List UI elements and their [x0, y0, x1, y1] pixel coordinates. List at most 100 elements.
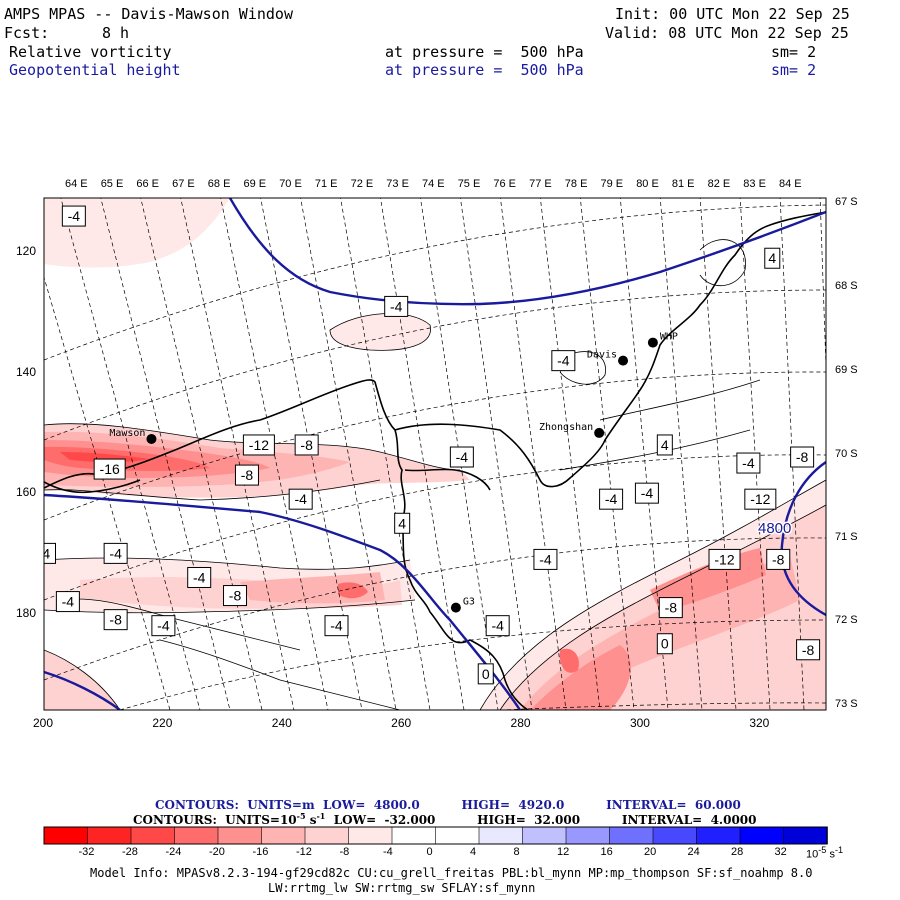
latitude-label: 69 S	[835, 364, 858, 376]
field-1-level: at pressure = 500 hPa	[385, 43, 584, 61]
latitude-label: 71 S	[835, 531, 858, 543]
svg-text:-4: -4	[62, 594, 75, 610]
x-tick-label: 260	[391, 716, 412, 730]
colorbar-swatch	[304, 826, 350, 845]
forecast-label: Fcst:	[4, 24, 50, 42]
x-tick-label: 300	[629, 716, 650, 730]
colorbar-swatch	[739, 826, 785, 845]
station-marker	[647, 337, 658, 348]
colorbar-swatch	[609, 826, 654, 845]
vorticity-contour-label: -4	[449, 446, 474, 468]
longitude-label: 80 E	[636, 178, 659, 190]
vorticity-contour-label: -4	[533, 548, 558, 570]
longitude-label: 72 E	[350, 178, 374, 190]
colorbar-tick-label: 12	[557, 846, 570, 858]
colorbar-tick-label: -12	[296, 846, 312, 858]
colorbar-tick-label: 8	[513, 846, 520, 858]
vorticity-contour-label: -4	[61, 205, 86, 227]
longitude-label: 66 E	[136, 178, 160, 190]
plot-title: AMPS MPAS -- Davis-Mawson Window	[4, 5, 293, 23]
latitude-label: 70 S	[835, 448, 858, 460]
vorticity-contour-label: -12	[242, 434, 275, 456]
svg-text:-8: -8	[802, 642, 815, 658]
svg-text:-4: -4	[491, 618, 504, 634]
height-contour-info: CONTOURS: UNITS=m LOW= 4800.0 HIGH= 4920…	[155, 798, 741, 812]
colorbar-tick-label: 4	[470, 846, 477, 858]
station-label: Zhongshan	[539, 422, 593, 433]
vorticity-contour-label: -4	[485, 615, 510, 637]
vorticity-contour-label: -8	[223, 585, 248, 607]
longitude-label: 70 E	[279, 178, 302, 190]
svg-text:-4: -4	[193, 569, 206, 585]
vorticity-contour-label: -8	[234, 464, 259, 486]
svg-text:0: 0	[661, 636, 669, 652]
x-tick-label: 320	[749, 716, 770, 730]
height-contours	[44, 198, 826, 710]
stations: Mawson Davis WHP Zhongshan G3	[109, 332, 678, 613]
model-info-line-1: Model Info: MPASv8.2.3-194-gf29cd82c CU:…	[90, 866, 813, 880]
colorbar-swatch	[261, 826, 306, 845]
vorticity-contour-label: -4	[38, 542, 56, 564]
vorticity-contour-label: -12	[744, 488, 777, 510]
colorbar-tick-label: -16	[252, 846, 269, 858]
colorbar-swatch	[87, 826, 132, 845]
vorticity-contour-label: 4	[394, 512, 411, 534]
forecast-hours: 8 h	[102, 24, 130, 42]
valid-time: Valid: 08 UTC Mon 22 Sep 25	[605, 24, 849, 42]
svg-text:-4: -4	[330, 618, 343, 634]
y-tick-label: 120	[16, 244, 37, 259]
vorticity-contour-label: -12	[708, 548, 741, 570]
svg-text:-4: -4	[14, 280, 27, 296]
vorticity-contour-label: -4	[9, 278, 32, 298]
longitude-label: 78 E	[564, 178, 588, 190]
x-tick-label: 280	[510, 716, 531, 730]
vorticity-contour-label: 4	[764, 247, 781, 269]
y-tick-label: 140	[16, 364, 37, 379]
vorticity-contour-label: -16	[93, 458, 126, 480]
colorbar-swatch	[652, 826, 698, 845]
longitude-label: 77 E	[529, 178, 552, 190]
vorticity-contour-label: -4	[187, 566, 212, 588]
svg-text:-4: -4	[38, 545, 51, 561]
svg-text:-4: -4	[109, 545, 122, 561]
vorticity-labels: -4 -4 -4 -4 4 -12 -8 -16 -8 -4 4 -4 -4 -4 -4 -8 -12 4 -4 -4…	[9, 205, 821, 685]
svg-text:-4: -4	[390, 298, 403, 314]
svg-text:-4: -4	[557, 353, 570, 369]
svg-text:-8: -8	[772, 551, 785, 567]
colorbar-swatch	[696, 826, 741, 845]
colorbar-tick-label: 28	[731, 846, 744, 858]
colorbar-swatch	[478, 826, 524, 845]
colorbar	[43, 826, 828, 845]
vorticity-contour-label: -4	[599, 488, 624, 510]
longitude-label: 76 E	[493, 178, 517, 190]
svg-text:-16: -16	[100, 461, 120, 477]
vorticity-contour-label: -4	[384, 295, 409, 317]
colorbar-swatch	[348, 826, 393, 845]
vorticity-contour-label: -4	[103, 542, 128, 564]
vorticity-contour-label: -8	[790, 446, 815, 468]
longitude-label: 74 E	[422, 178, 445, 190]
map-area: -4 -4 -4 -4 4 -12 -8 -16 -8 -4 4 -4 -4 -4 -4 -8 -12 4 -4 -4…	[9, 198, 826, 710]
longitude-label: 64 E	[65, 178, 88, 190]
colorbar-tick-label: 32	[774, 846, 787, 858]
vorticity-contour-label: -4	[551, 350, 576, 372]
vorticity-contour-label: -4	[55, 591, 80, 613]
colorbar-tick-label: -24	[165, 846, 182, 858]
station-marker	[146, 433, 157, 444]
longitude-label: 81 E	[671, 178, 695, 190]
vorticity-contour-label: 4	[656, 434, 673, 456]
svg-text:-4: -4	[157, 618, 170, 634]
vorticity-contour-label: 0	[656, 633, 673, 655]
colorbar-swatch	[130, 826, 176, 845]
field-2-level: at pressure = 500 hPa	[385, 61, 584, 79]
svg-text:-4: -4	[742, 455, 755, 471]
svg-text:-4: -4	[605, 491, 618, 507]
graticule-meridians	[44, 198, 826, 710]
colorbar-tick-label: 24	[687, 846, 700, 858]
svg-text:-8: -8	[300, 437, 313, 453]
vorticity-contour-label: -8	[658, 597, 683, 619]
plot-frame	[43, 197, 827, 711]
colorbar-swatch	[435, 826, 480, 845]
y-tick-label: 180	[16, 605, 37, 620]
